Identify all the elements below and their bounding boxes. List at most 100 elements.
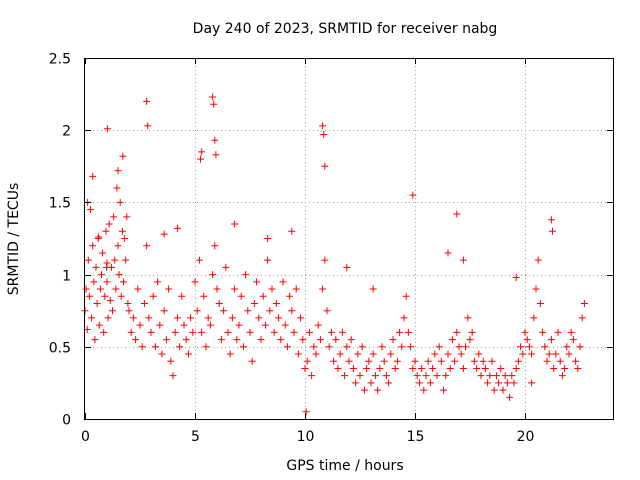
data-point	[343, 263, 351, 271]
data-point	[109, 307, 116, 315]
data-point	[462, 343, 470, 351]
data-point	[468, 328, 476, 336]
data-point	[250, 299, 258, 307]
x-tick-label: 20	[517, 429, 535, 445]
data-point	[96, 285, 104, 293]
data-point	[389, 336, 397, 344]
data-point	[134, 285, 142, 293]
data-point	[444, 249, 452, 257]
data-point	[484, 379, 492, 387]
data-point	[420, 386, 428, 394]
data-point	[378, 343, 386, 351]
data-point	[160, 307, 168, 315]
data-point	[101, 292, 109, 300]
data-point	[547, 216, 555, 224]
data-point	[345, 357, 353, 365]
data-point	[294, 350, 302, 358]
data-point	[457, 350, 465, 358]
data-point	[197, 155, 204, 163]
data-point	[336, 350, 344, 358]
data-point	[387, 350, 395, 358]
data-point	[111, 256, 119, 264]
data-point	[488, 357, 496, 365]
data-point	[523, 336, 531, 344]
data-point	[215, 299, 223, 307]
data-point	[316, 336, 324, 344]
data-point	[580, 299, 588, 307]
data-point	[323, 307, 331, 315]
data-point	[211, 136, 219, 144]
data-point	[352, 379, 360, 387]
data-point	[547, 336, 555, 344]
data-point	[319, 285, 327, 293]
data-point	[453, 210, 461, 218]
data-point	[85, 292, 93, 300]
data-point	[319, 122, 327, 130]
data-point	[169, 372, 177, 380]
data-point	[382, 372, 390, 380]
data-point	[180, 321, 188, 329]
data-point	[475, 350, 483, 358]
data-point	[173, 224, 181, 232]
data-point	[106, 297, 114, 305]
data-point	[268, 285, 276, 293]
data-point	[532, 285, 540, 293]
data-point	[103, 278, 111, 286]
data-point	[193, 307, 201, 315]
data-point	[154, 278, 162, 286]
data-point	[407, 343, 415, 351]
data-point	[574, 364, 582, 372]
data-point	[288, 307, 296, 315]
data-point	[200, 292, 208, 300]
data-point	[459, 256, 467, 264]
data-point	[321, 256, 329, 264]
axis-ticks	[85, 58, 613, 420]
data-point	[426, 379, 434, 387]
data-point	[367, 379, 375, 387]
data-point	[149, 292, 157, 300]
data-point	[105, 220, 113, 228]
data-point	[288, 227, 296, 235]
data-point	[144, 122, 152, 130]
data-point	[158, 350, 166, 358]
data-point	[220, 307, 228, 315]
data-point	[103, 125, 111, 133]
data-point	[87, 206, 94, 214]
data-point	[118, 227, 126, 235]
data-point	[84, 256, 92, 264]
data-point	[486, 372, 494, 380]
data-point	[374, 386, 382, 394]
data-point	[292, 285, 300, 293]
data-point	[253, 278, 261, 286]
data-point	[231, 220, 239, 228]
data-point	[321, 162, 329, 170]
data-point	[561, 364, 569, 372]
data-point	[286, 292, 294, 300]
data-point	[512, 273, 520, 281]
data-point	[479, 357, 487, 365]
data-point	[277, 336, 285, 344]
data-point	[176, 343, 184, 351]
data-point	[92, 263, 100, 271]
data-point	[228, 314, 236, 322]
data-point	[187, 314, 195, 322]
data-point	[239, 343, 247, 351]
data-point	[103, 259, 111, 267]
data-point	[514, 357, 522, 365]
data-point	[473, 364, 481, 372]
data-point	[578, 314, 586, 322]
data-point	[422, 372, 430, 380]
data-point	[140, 299, 148, 307]
data-point	[448, 336, 456, 344]
data-point	[541, 343, 549, 351]
data-point	[151, 343, 159, 351]
data-point	[222, 263, 230, 271]
y-tick-label: 1.5	[49, 196, 71, 212]
data-point	[398, 343, 406, 351]
data-point	[138, 343, 146, 351]
data-point	[536, 299, 544, 307]
y-tick-label: 2	[62, 124, 71, 140]
data-point	[89, 242, 97, 250]
data-point	[206, 321, 214, 329]
